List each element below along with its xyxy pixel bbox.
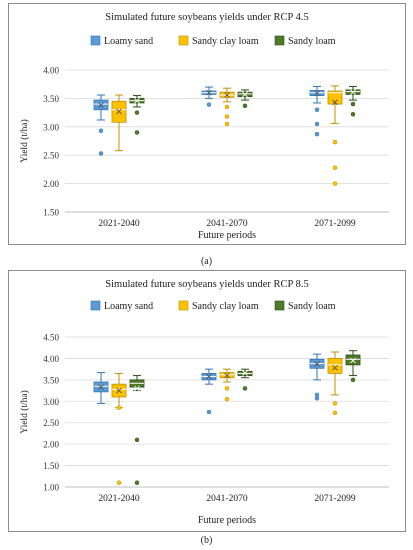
chart-panel-rcp45: Simulated future soybeans yields under R… [8, 3, 406, 245]
legend-swatch [90, 300, 101, 311]
x-axis-label: Future periods [198, 515, 256, 526]
outlier-point [332, 401, 338, 406]
legend-swatch [178, 35, 189, 46]
y-tick-label: 2.50 [43, 151, 59, 161]
mean-marker [350, 357, 356, 364]
chart-title: Simulated future soybeans yields under R… [105, 12, 308, 23]
legend-swatch [274, 35, 285, 46]
box-plot-rcp85: Simulated future soybeans yields under R… [19, 279, 389, 526]
y-tick-label: 4.00 [43, 66, 59, 76]
mean-marker [134, 385, 140, 392]
outlier-point [134, 110, 140, 115]
outlier-point [224, 114, 230, 119]
mean-marker [224, 92, 230, 98]
legend-swatch [274, 300, 285, 311]
x-tick-label: 2021-2040 [98, 219, 139, 229]
y-tick-label: 2.00 [43, 440, 59, 450]
chart-title: Simulated future soybeans yields under R… [105, 279, 308, 290]
outlier-point [314, 396, 320, 401]
outlier-point [134, 480, 140, 485]
outlier-point [98, 128, 104, 134]
x-axis-label: Future periods [198, 230, 256, 241]
outlier-point [350, 101, 356, 107]
outlier-point [206, 102, 212, 107]
mean-marker [206, 373, 212, 380]
mean-marker [134, 97, 140, 104]
mean-marker [116, 387, 122, 394]
legend-label: Sandy loam [288, 36, 336, 47]
outlier-point [242, 386, 248, 391]
x-tick-label: 2071-2099 [314, 494, 355, 504]
figure-caption-a: (a) [200, 256, 213, 267]
y-tick-label: 1.50 [43, 208, 59, 218]
box-iqr [345, 354, 361, 366]
y-tick-label: 3.50 [43, 94, 59, 104]
mean-marker [116, 108, 122, 115]
y-tick-label: 1.00 [43, 483, 59, 493]
outlier-point [314, 121, 320, 127]
legend-label: Sandy clay loam [192, 301, 259, 312]
outlier-point [224, 121, 230, 127]
outlier-point [224, 104, 230, 110]
outlier-point [242, 103, 248, 109]
outlier-point [332, 181, 338, 186]
mean-marker [242, 91, 248, 98]
y-tick-label: 4.00 [43, 354, 59, 364]
legend-label: Loamy sand [104, 36, 153, 47]
outlier-point [224, 396, 230, 402]
y-axis-label: Yield (t/ha) [19, 119, 30, 163]
outlier-point [206, 409, 212, 415]
legend-label: Sandy loam [288, 301, 336, 312]
outlier-point [134, 130, 140, 135]
outlier-point [350, 377, 356, 383]
outlier-point [314, 131, 320, 137]
x-tick-label: 2041-2070 [206, 494, 247, 504]
y-tick-label: 4.50 [43, 333, 59, 343]
x-tick-label: 2021-2040 [98, 494, 139, 504]
outlier-point [98, 151, 104, 156]
outlier-point [134, 437, 140, 443]
legend-swatch [178, 300, 189, 311]
outlier-point [116, 480, 122, 485]
mean-marker [98, 384, 104, 390]
mean-marker [224, 372, 230, 379]
outlier-point [314, 107, 320, 113]
x-tick-label: 2071-2099 [314, 219, 355, 229]
mean-marker [206, 89, 212, 96]
legend-swatch [90, 35, 101, 46]
y-axis-label: Yield (t/ha) [19, 390, 30, 434]
chart-panel-rcp85: Simulated future soybeans yields under R… [8, 270, 406, 532]
mean-marker [350, 89, 356, 95]
figure-caption-b: (b) [200, 535, 213, 546]
outlier-point [350, 112, 356, 117]
mean-marker [98, 102, 104, 109]
outlier-point [332, 410, 338, 416]
y-tick-label: 1.50 [43, 461, 59, 471]
y-tick-label: 2.00 [43, 179, 59, 189]
mean-marker [242, 370, 248, 376]
box-iqr [327, 358, 343, 374]
outlier-point [224, 386, 230, 391]
mean-marker [332, 99, 338, 106]
mean-marker [314, 361, 320, 367]
box-plot-rcp45: Simulated future soybeans yields under R… [19, 12, 389, 241]
mean-marker [314, 90, 320, 97]
outlier-point [332, 165, 338, 170]
outlier-point [332, 139, 338, 145]
legend-label: Sandy clay loam [192, 36, 259, 47]
x-tick-label: 2041-2070 [206, 219, 247, 229]
y-tick-label: 3.50 [43, 375, 59, 385]
y-tick-label: 3.00 [43, 122, 59, 132]
y-tick-label: 2.50 [43, 418, 59, 428]
legend-label: Loamy sand [104, 301, 153, 312]
y-tick-label: 3.00 [43, 397, 59, 407]
box-iqr [327, 90, 343, 105]
mean-marker [332, 365, 338, 371]
outlier-point [116, 405, 122, 410]
